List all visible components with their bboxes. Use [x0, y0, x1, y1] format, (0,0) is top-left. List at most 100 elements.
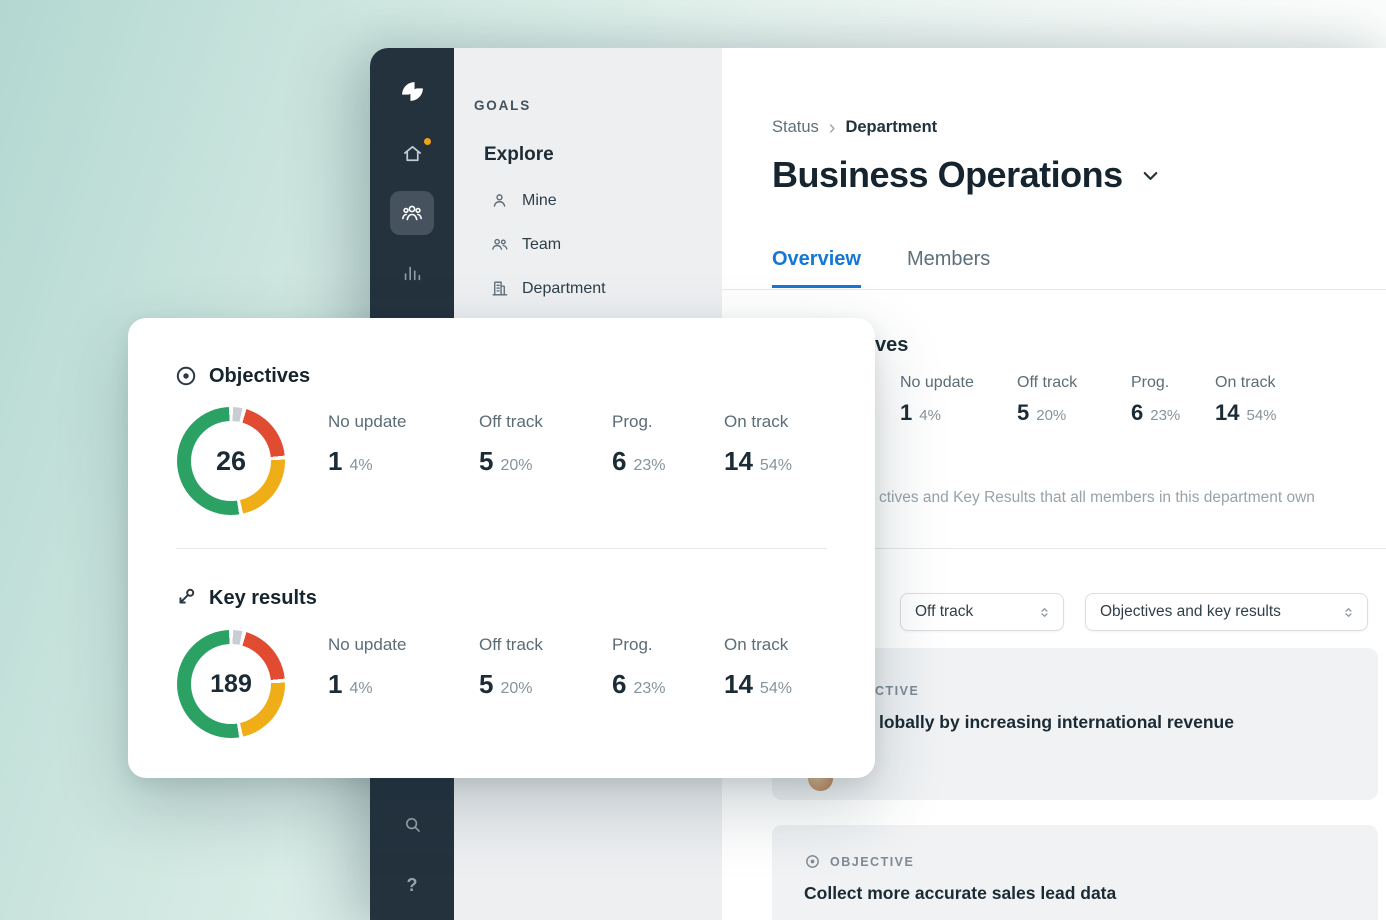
stat-label: On track [1215, 374, 1276, 391]
stat-value: 14 54% [1215, 400, 1277, 426]
person-icon [490, 191, 509, 210]
tabs-divider [722, 289, 1386, 290]
page-title: Business Operations [772, 154, 1123, 195]
stat-no-update: No update 1 4% [900, 374, 974, 426]
key-results-section-header: Key results [174, 586, 317, 610]
goals-item-label: Mine [522, 191, 557, 209]
objective-target-icon [176, 366, 196, 386]
building-icon [490, 279, 509, 298]
stat-number: 6 [612, 446, 627, 476]
stat-percent: 20% [500, 680, 533, 697]
stat-label: Off track [1017, 374, 1078, 391]
tab-bar: Overview Members [772, 248, 990, 288]
stat-value: 5 20% [479, 446, 543, 477]
breadcrumb-status[interactable]: Status [772, 118, 819, 136]
stat-off-track: Off track 5 20% [1017, 374, 1077, 426]
stat-label: No update [900, 374, 974, 391]
stat-number: 1 [900, 400, 913, 425]
status-filter-dropdown[interactable]: Off track [900, 593, 1064, 631]
objectives-title: Objectives [209, 364, 311, 387]
nav-people[interactable] [390, 191, 434, 235]
breadcrumb-department: Department [845, 118, 938, 136]
group-icon [402, 205, 422, 221]
objective-kind-label: OBJECTIVE [830, 854, 915, 869]
stat-percent: 23% [633, 457, 666, 474]
goals-item-department[interactable]: Department [490, 279, 702, 298]
stat-value: 5 20% [1017, 400, 1077, 426]
notification-dot [424, 138, 431, 145]
stat-number: 1 [328, 446, 343, 476]
chevron-right-icon: › [828, 116, 836, 139]
stat-value: 14 54% [724, 446, 792, 477]
stat-number: 5 [479, 669, 494, 699]
stat-on-track: On track 14 54% [1215, 374, 1277, 426]
stat-number: 5 [479, 446, 494, 476]
key-result-icon [179, 588, 195, 604]
stat-label: Off track [479, 635, 543, 654]
objective-kind-fragment: CTIVE [875, 684, 920, 698]
department-description-fragment: ctives and Key Results that all members … [879, 489, 1315, 506]
goals-panel-title: GOALS [474, 98, 532, 113]
stat-label: On track [724, 412, 789, 431]
goals-item-label: Team [522, 235, 562, 253]
stat-label: Prog. [612, 635, 653, 654]
help-button[interactable]: ? [406, 874, 418, 895]
stat-off-track: Off track 5 20% [479, 635, 543, 700]
key-results-total: 189 [210, 669, 252, 698]
stat-value: 1 4% [328, 669, 406, 700]
overlay-divider [176, 548, 827, 549]
chevron-down-icon[interactable] [1139, 164, 1162, 187]
stat-no-update: No update 1 4% [328, 635, 406, 700]
stats-overlay-card: Objectives 26 No update 1 4% Off track 5… [128, 318, 875, 778]
nav-home[interactable] [390, 131, 434, 175]
objectives-section-header: Objectives [174, 364, 310, 388]
stat-value: 5 20% [479, 669, 543, 700]
sidebar-bottom: ? [390, 802, 434, 902]
objective-target-icon [806, 855, 819, 868]
stat-number: 5 [1017, 400, 1030, 425]
type-filter-dropdown[interactable]: Objectives and key results [1085, 593, 1368, 631]
goal-card-sales-lead-data[interactable]: OBJECTIVE Collect more accurate sales le… [772, 825, 1378, 920]
stat-percent: 4% [919, 407, 941, 424]
tab-overview[interactable]: Overview [772, 248, 861, 288]
tab-members[interactable]: Members [906, 248, 991, 270]
stat-no-update: No update 1 4% [328, 412, 406, 477]
stat-label: Off track [479, 412, 543, 431]
type-filter-value: Objectives and key results [1100, 603, 1281, 620]
stat-value: 1 4% [900, 400, 974, 426]
stat-on-track: On track 14 54% [724, 635, 792, 700]
lattice-logo [399, 78, 426, 105]
search-button[interactable] [390, 802, 434, 846]
stat-value: 1 4% [328, 446, 406, 477]
breadcrumb: Status › Department [772, 116, 938, 139]
stat-percent: 54% [1246, 407, 1277, 424]
stat-value: 14 54% [724, 669, 792, 700]
objectives-donut-chart: 26 [177, 407, 285, 515]
stat-number: 14 [724, 669, 753, 699]
explore-heading: Explore [484, 144, 554, 165]
stat-percent: 20% [1036, 407, 1067, 424]
nav-analytics[interactable] [390, 251, 434, 295]
stat-percent: 23% [633, 680, 666, 697]
stat-off-track: Off track 5 20% [479, 412, 543, 477]
stat-label: Prog. [612, 412, 653, 431]
goals-item-mine[interactable]: Mine [490, 191, 702, 210]
stat-number: 14 [1215, 400, 1240, 425]
stat-number: 14 [724, 446, 753, 476]
stat-value: 6 23% [612, 446, 666, 477]
stat-progressing: Prog. 6 23% [612, 412, 666, 477]
select-caret-icon [1041, 607, 1048, 617]
search-icon [405, 817, 420, 832]
stat-percent: 54% [759, 457, 792, 474]
stat-percent: 54% [759, 680, 792, 697]
bar-chart-icon [404, 266, 421, 281]
objective-kind-row: OBJECTIVE [804, 853, 914, 870]
goals-item-team[interactable]: Team [490, 235, 702, 254]
goal-title-fragment: lobally by increasing international reve… [879, 712, 1234, 732]
goal-title: Collect more accurate sales lead data [804, 883, 1117, 903]
stat-number: 6 [612, 669, 627, 699]
objectives-total: 26 [215, 445, 247, 476]
stat-value: 6 23% [612, 669, 666, 700]
stat-number: 1 [328, 669, 343, 699]
stat-value: 6 23% [1131, 400, 1180, 426]
